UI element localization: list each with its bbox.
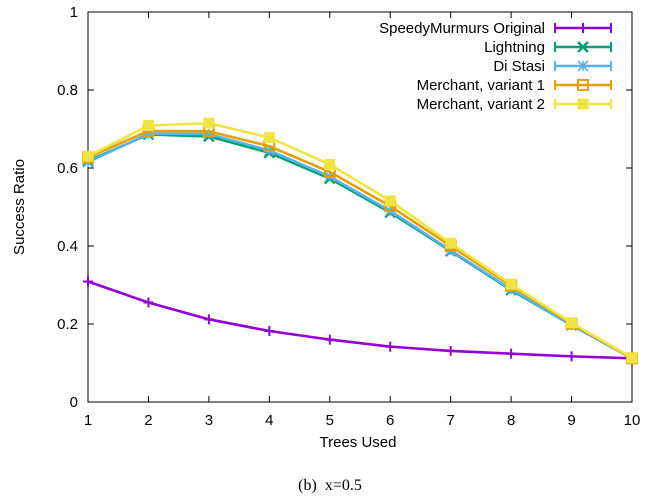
x-tick-label: 3 <box>205 412 213 429</box>
figure-caption: (b) x=0.5 <box>298 477 362 494</box>
series-line <box>87 280 633 360</box>
legend-label: Lightning <box>484 39 545 56</box>
y-tick-label: 0.8 <box>57 82 78 99</box>
data-point <box>82 150 94 162</box>
data-point <box>203 117 215 129</box>
legend-label: SpeedyMurmurs Original <box>379 20 545 37</box>
series-group <box>82 117 638 365</box>
data-point <box>264 326 275 337</box>
legend-marker <box>577 60 589 72</box>
data-point <box>142 128 155 140</box>
legend-entry: SpeedyMurmurs Original <box>379 20 612 37</box>
x-tick-label: 7 <box>446 412 454 429</box>
legend-entry: Merchant, variant 1 <box>417 77 612 94</box>
x-tick-label: 10 <box>624 412 641 429</box>
y-tick-label: 0.6 <box>57 160 78 177</box>
y-tick-label: 0.4 <box>57 238 78 255</box>
legend-label: Merchant, variant 1 <box>417 77 545 94</box>
legend-entry: Lightning <box>484 39 612 56</box>
data-point <box>385 341 396 352</box>
legend-label: Di Stasi <box>493 58 545 75</box>
y-tick-label: 0.2 <box>57 316 78 333</box>
data-point <box>566 317 578 329</box>
legend-entry: Merchant, variant 2 <box>417 96 612 113</box>
legend-marker <box>578 23 588 33</box>
data-point <box>203 128 215 140</box>
x-tick-label: 8 <box>507 412 515 429</box>
series-line <box>87 121 633 360</box>
data-point <box>324 158 336 170</box>
data-point <box>626 352 638 364</box>
series-5 <box>82 117 638 364</box>
legend-marker <box>577 41 589 53</box>
data-point <box>142 119 154 131</box>
data-point <box>445 345 456 356</box>
data-point <box>324 334 335 345</box>
data-point <box>83 276 93 287</box>
data-point <box>203 314 214 325</box>
legend-entry: Di Stasi <box>493 58 612 75</box>
data-point <box>263 132 275 144</box>
data-point <box>384 195 396 207</box>
x-tick-label: 9 <box>567 412 575 429</box>
data-point <box>566 351 577 362</box>
x-tick-label: 5 <box>326 412 334 429</box>
legend-label: Merchant, variant 2 <box>417 96 545 113</box>
plot-frame <box>87 11 633 403</box>
x-axis-title: Trees Used <box>320 434 397 451</box>
legend: SpeedyMurmurs Original Lightning Di Stasi M… <box>379 20 612 113</box>
y-tick-label: 0 <box>70 394 78 411</box>
x-tick-label: 6 <box>386 412 394 429</box>
y-tick-label: 1 <box>70 4 78 21</box>
data-point <box>143 297 154 308</box>
y-axis-title: Success Ratio <box>11 159 28 255</box>
axes: 1 2 3 4 5 6 7 8 9 10 0 0.2 0.4 0.6 0.8 1 <box>57 4 640 429</box>
data-point <box>505 278 517 290</box>
data-point <box>445 237 457 249</box>
x-tick-label: 1 <box>84 412 92 429</box>
x-tick-label: 4 <box>265 412 273 429</box>
x-tick-label: 2 <box>144 412 152 429</box>
data-point <box>506 348 517 359</box>
series-line <box>87 132 633 360</box>
legend-marker <box>577 79 589 91</box>
legend-marker <box>577 98 589 110</box>
